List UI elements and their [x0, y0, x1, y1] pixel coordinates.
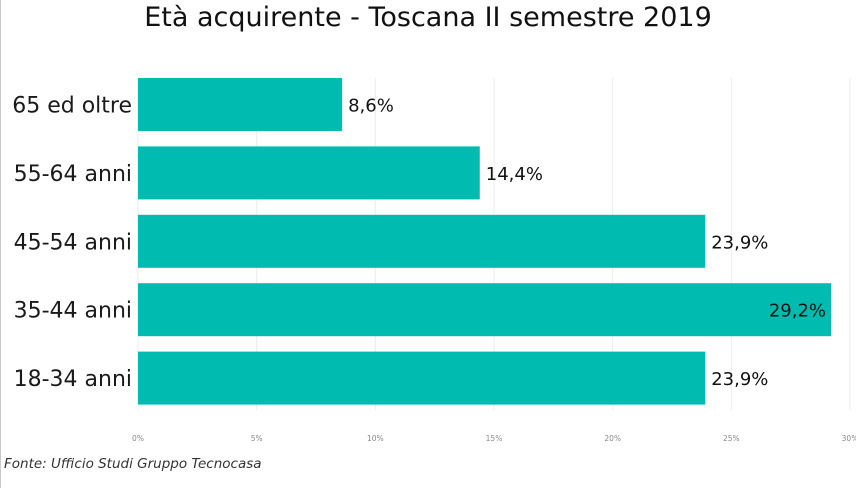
- category-label: 55-64 anni: [14, 162, 132, 187]
- category-label: 65 ed oltre: [12, 94, 132, 119]
- x-tick-label: 20%: [604, 434, 621, 443]
- bar: [138, 351, 706, 405]
- category-label: 35-44 anni: [14, 299, 132, 324]
- x-tick-label: 5%: [251, 434, 263, 443]
- category-label: 18-34 anni: [14, 367, 132, 392]
- left-border: [0, 0, 1, 488]
- data-label: 29,2%: [769, 301, 826, 322]
- bar: [138, 283, 832, 337]
- bar: [138, 78, 343, 131]
- x-tick-label: 25%: [723, 434, 740, 443]
- x-tick-label: 15%: [486, 434, 503, 443]
- category-label: 45-54 anni: [14, 230, 132, 255]
- chart-title: Età acquirente - Toscana II semestre 201…: [144, 2, 712, 33]
- x-tick-label: 0%: [132, 434, 144, 443]
- x-tick-label: 30%: [842, 434, 856, 443]
- data-label: 14,4%: [486, 164, 543, 185]
- source-note: Fonte: Ufficio Studi Gruppo Tecnocasa: [4, 456, 262, 472]
- x-tick-label: 10%: [367, 434, 384, 443]
- data-label: 8,6%: [348, 96, 394, 117]
- bar: [138, 146, 480, 200]
- data-label: 23,9%: [711, 369, 768, 390]
- data-label: 23,9%: [711, 232, 768, 253]
- bar: [138, 214, 706, 268]
